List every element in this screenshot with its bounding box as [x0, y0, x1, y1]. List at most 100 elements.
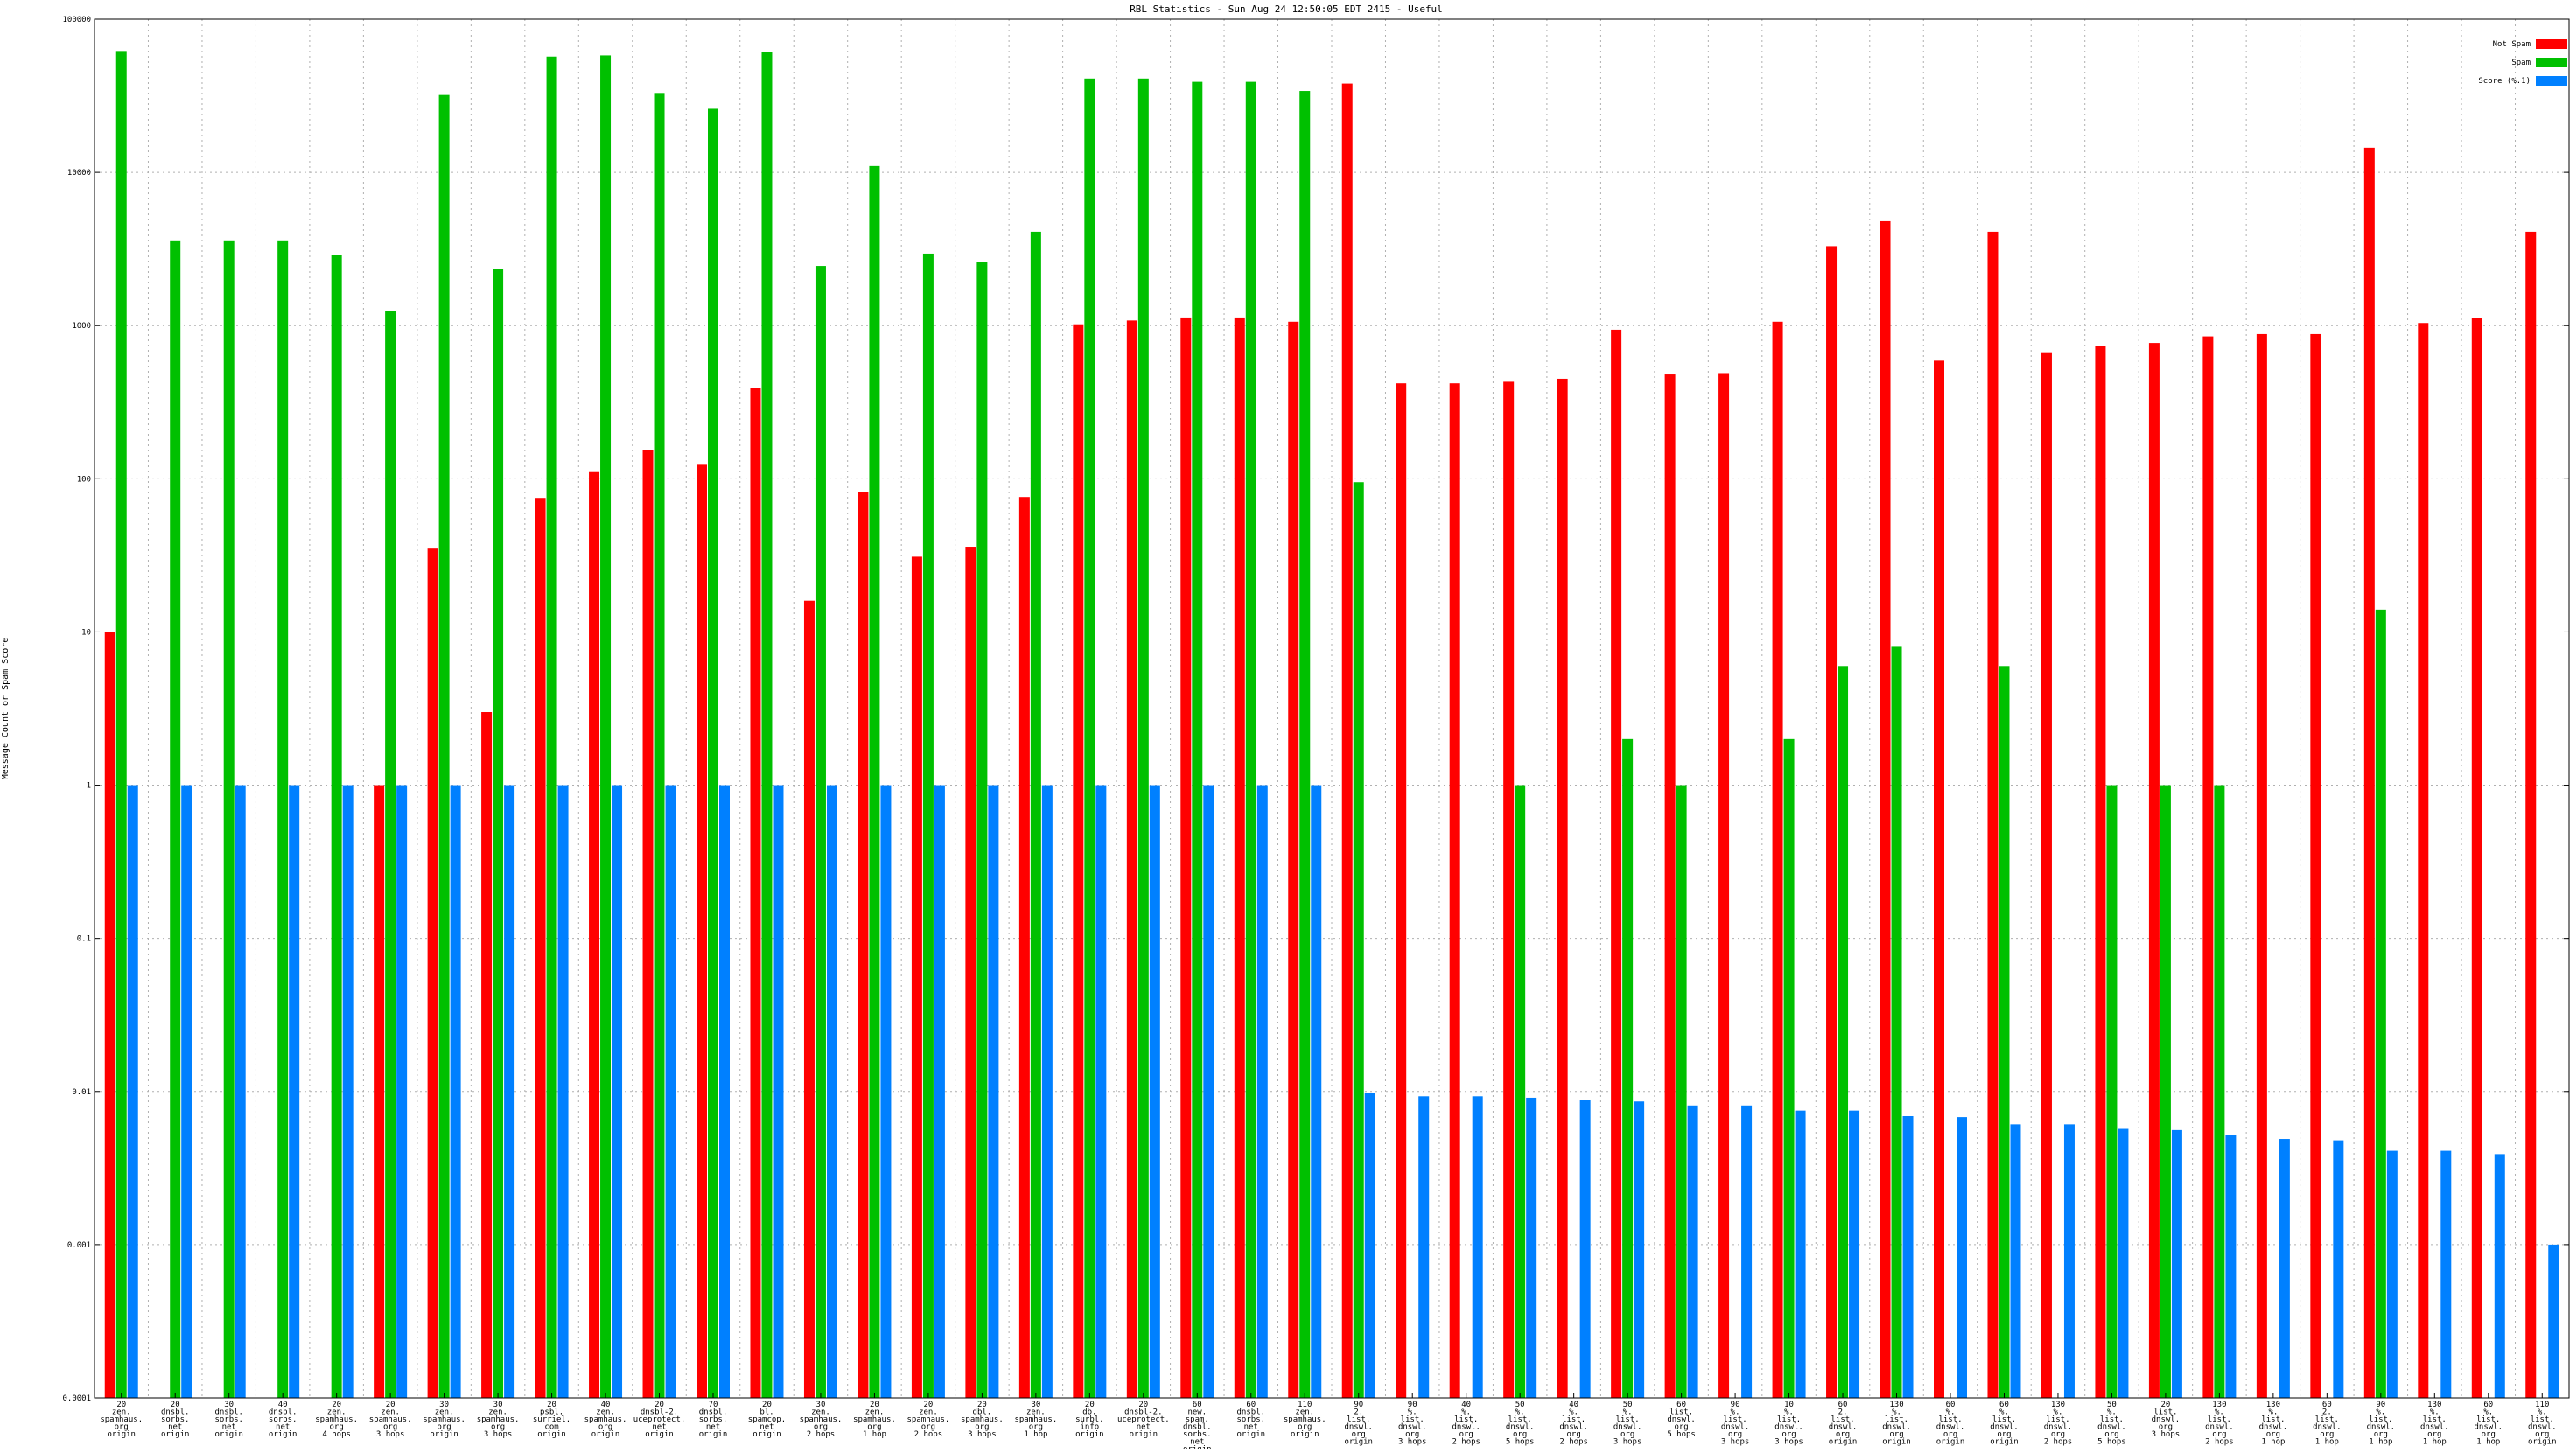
series-spam — [116, 51, 2386, 1399]
bar — [826, 785, 837, 1398]
bar — [1018, 497, 1030, 1398]
bar — [2375, 609, 2386, 1398]
bar-series — [104, 51, 2559, 1399]
bar — [1934, 360, 1944, 1398]
bar — [1396, 383, 1407, 1399]
x-category-label: 50%. list. dnswl. org 5 hops — [2097, 1401, 2126, 1447]
x-category-label: 20 zen. spamhaus. org origin — [100, 1401, 143, 1439]
x-category-label: 30 zen. spamhaus. org 1 hop — [1014, 1401, 1057, 1439]
bar — [1503, 381, 1515, 1398]
x-category-label: 130%. list. dnswl. org 1 hop — [2420, 1401, 2449, 1447]
x-category-label: 40%. list. dnswl. org 2 hops — [1559, 1401, 1588, 1447]
series-not-spam — [104, 83, 2537, 1399]
x-category-label: 20 psbl. surriel. com origin — [533, 1401, 570, 1439]
y-tick-label: 10000 — [67, 169, 91, 178]
y-tick-label: 0.1 — [77, 935, 91, 944]
x-category-label: 60%. list. dnswl. org origin — [1990, 1401, 2019, 1447]
x-category-label: 40%. list. dnswl. org 2 hops — [1452, 1401, 1480, 1447]
bar — [612, 785, 623, 1398]
y-tick-label: 100 — [77, 475, 91, 484]
bar — [869, 165, 880, 1398]
bar — [2440, 1150, 2452, 1398]
bar — [1838, 666, 1849, 1398]
bar — [922, 253, 934, 1398]
bar — [1611, 329, 1622, 1398]
x-category-label: 50%. list. dnswl. org 3 hops — [1614, 1401, 1642, 1447]
bar — [976, 262, 988, 1398]
bar — [1687, 1105, 1698, 1398]
legend-swatch — [2536, 39, 2567, 49]
bar — [2095, 346, 2106, 1398]
bar — [761, 52, 773, 1398]
bar — [880, 785, 892, 1398]
bar — [181, 785, 192, 1398]
bar — [1084, 78, 1096, 1398]
bar — [374, 785, 385, 1398]
bar — [1880, 220, 1891, 1398]
y-axis-ticks: 100000 10000 1000 100 10 1 0.1 0.01 0.001 0.0001 — [62, 16, 2569, 1403]
plot-area-frame — [94, 18, 2570, 1399]
x-category-label: 50%. list. dnswl. org 5 hops — [1506, 1401, 1535, 1447]
bar — [1849, 1110, 1860, 1398]
x-category-label: 20 bl. spamcop. net origin — [748, 1401, 786, 1439]
x-category-label: 130%. list. dnswl. org 1 hop — [2259, 1401, 2288, 1447]
bar — [1515, 785, 1526, 1398]
bar — [719, 785, 730, 1398]
bar — [1579, 1100, 1591, 1398]
bar — [589, 471, 600, 1398]
bar — [2333, 1140, 2344, 1398]
x-category-label: 110 zen. spamhaus. org origin — [1284, 1401, 1326, 1439]
y-axis-label: Message Count or Spam Score — [1, 638, 10, 780]
bar — [427, 548, 438, 1398]
x-category-label: 90%. list. dnswl. org 3 hops — [1721, 1401, 1750, 1447]
bar — [2040, 352, 2052, 1398]
grid-lines — [94, 19, 2569, 1398]
bar — [1288, 321, 1299, 1398]
y-tick-label: 1000 — [72, 322, 91, 331]
bar — [2225, 1135, 2236, 1398]
bar — [1718, 373, 1730, 1399]
x-category-label: 60 2. list. dnswl. org origin — [1829, 1401, 1858, 1447]
x-category-label: 130%. list. dnswl. org 2 hops — [2205, 1401, 2234, 1447]
bar — [2256, 333, 2267, 1399]
bar — [1998, 666, 2010, 1398]
bar — [1364, 1093, 1376, 1398]
y-tick-label: 0.0001 — [62, 1394, 91, 1403]
y-tick-label: 10 — [81, 628, 91, 637]
bar — [1126, 320, 1138, 1398]
bar — [642, 450, 654, 1398]
x-category-label: 20 dnsbl. sorbs. net origin — [161, 1401, 190, 1439]
bar — [1030, 231, 1041, 1398]
y-tick-label: 100000 — [62, 16, 91, 24]
bar — [2494, 1154, 2505, 1398]
x-category-label: 30 zen. spamhaus. org 3 hops — [477, 1401, 520, 1439]
bar — [2106, 785, 2118, 1398]
bar — [803, 600, 815, 1398]
bar — [1311, 785, 1322, 1398]
bar — [750, 388, 761, 1399]
x-category-label: 20 list. dnswl. org 3 hops — [2152, 1401, 2180, 1439]
bar — [557, 785, 569, 1398]
bar — [1299, 91, 1311, 1399]
bar — [1891, 646, 1902, 1398]
bar — [289, 785, 300, 1398]
bar — [1418, 1096, 1430, 1398]
bar — [277, 240, 289, 1398]
bar — [2418, 323, 2429, 1398]
bar — [773, 785, 784, 1398]
bar — [858, 492, 869, 1398]
bar — [1096, 785, 1107, 1398]
bar — [1245, 81, 1256, 1398]
legend-label: Not Spam — [2493, 40, 2530, 49]
bar — [2214, 785, 2225, 1398]
bar — [1203, 785, 1214, 1398]
x-category-label: 40 dnsbl. sorbs. net origin — [269, 1401, 298, 1439]
legend-label: Spam — [2511, 59, 2530, 67]
bar — [450, 785, 461, 1398]
y-tick-label: 0.001 — [67, 1241, 91, 1250]
x-category-label: 40 zen. spamhaus. org origin — [584, 1401, 627, 1439]
x-category-label: 60 2. list. dnswl. org 1 hop — [2313, 1401, 2342, 1447]
bar — [696, 464, 707, 1399]
bar — [493, 269, 504, 1398]
